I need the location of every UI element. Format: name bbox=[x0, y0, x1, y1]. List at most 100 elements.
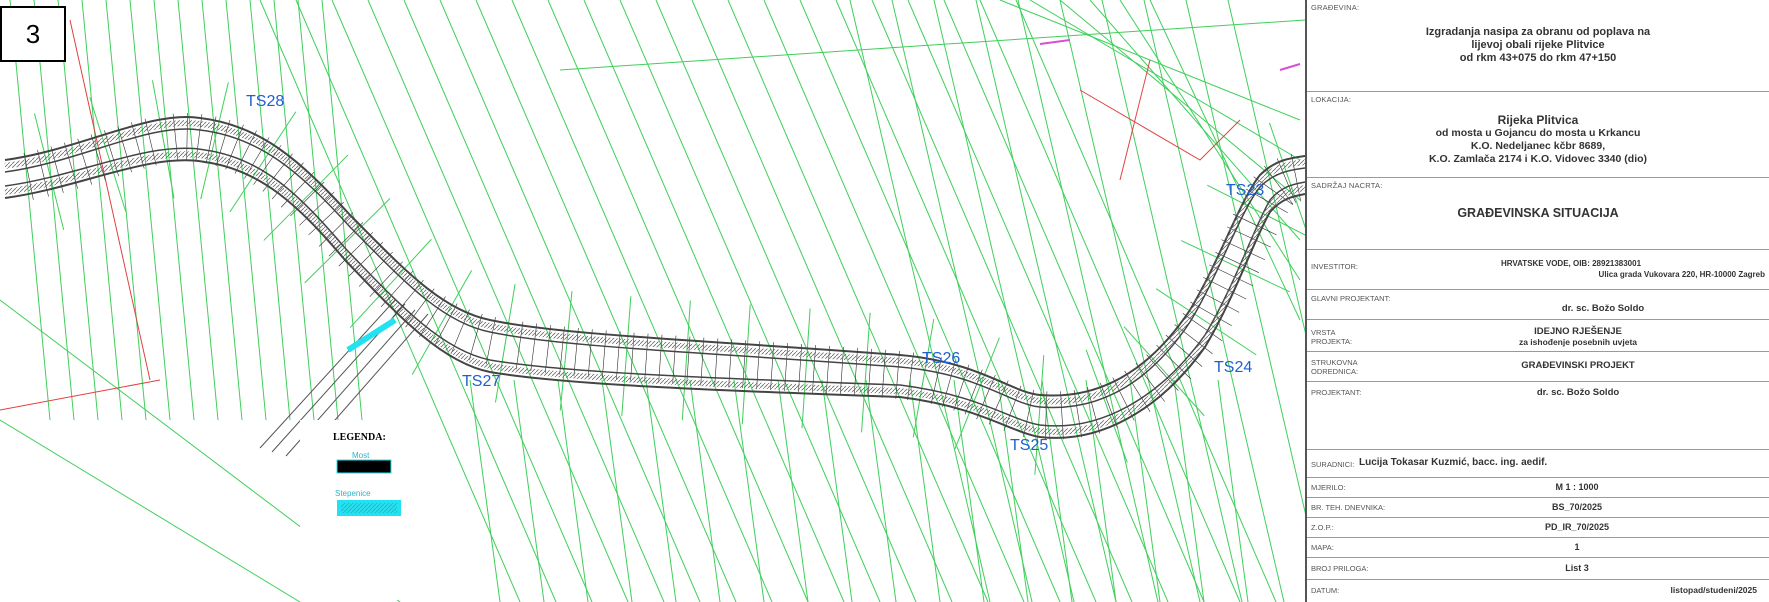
parcel-line bbox=[799, 0, 1061, 602]
parcel-line bbox=[367, 0, 629, 602]
legend-label-most: Most bbox=[352, 451, 370, 460]
parcel-line bbox=[1119, 0, 1301, 281]
parcel-line bbox=[1029, 0, 1301, 161]
parcel-line bbox=[1149, 0, 1301, 321]
parcel-line bbox=[1173, 379, 1205, 602]
glavni-projektant-label: GLAVNI PROJEKTANT: bbox=[1311, 294, 1391, 303]
parcel-line bbox=[933, 0, 1075, 602]
suradnici-label: SURADNICI: bbox=[1311, 460, 1355, 469]
profile-line bbox=[263, 154, 349, 241]
projektant-label: PROJEKTANT: bbox=[1311, 388, 1362, 397]
title-block-vrsta: VRSTA PROJEKTA: IDEJNO RJEŠENJE za ishođ… bbox=[1307, 320, 1769, 352]
vrsta-value: IDEJNO RJEŠENJE za ishođenje posebnih uv… bbox=[1397, 326, 1759, 348]
parcel-line bbox=[865, 379, 897, 602]
site-plan-map: TS28 TS27 TS26 TS25 TS24 TS23 LEGENDA: M… bbox=[0, 0, 1305, 602]
title-block-gradevina: GRAĐEVINA: Izgradanja nasipa za obranu o… bbox=[1307, 0, 1769, 92]
magenta-marks bbox=[1039, 39, 1301, 71]
parcel-line bbox=[439, 0, 701, 602]
vrsta-line-2: za ishođenje posebnih uvjeta bbox=[1518, 337, 1638, 347]
vrsta-label: VRSTA PROJEKTA: bbox=[1311, 328, 1352, 346]
title-row-value: PD_IR_70/2025 bbox=[1544, 522, 1610, 532]
parcel-line bbox=[777, 379, 809, 602]
sadrzaj-label: SADRŽAJ NACRTA: bbox=[1311, 181, 1383, 190]
title-row-value: 1 bbox=[1574, 542, 1580, 552]
section-label-ts23: TS23 bbox=[1226, 182, 1264, 199]
profile-line bbox=[349, 238, 432, 328]
parcel-line bbox=[619, 0, 881, 602]
legend: LEGENDA: Most Stepenice bbox=[300, 420, 420, 600]
profile-line bbox=[34, 113, 65, 231]
legend-label-stepenice: Stepenice bbox=[335, 489, 371, 498]
parcel-line bbox=[907, 0, 1169, 602]
cross-section-labels: TS28 TS27 TS26 TS25 TS24 TS23 bbox=[246, 93, 1264, 454]
parcel-line bbox=[331, 0, 593, 602]
parcel-line bbox=[655, 0, 917, 602]
strukovna-label-line-2: ODREDNICA: bbox=[1311, 367, 1359, 376]
profile-line bbox=[151, 80, 175, 199]
parcel-line bbox=[1143, 0, 1285, 602]
section-label-ts24: TS24 bbox=[1214, 359, 1252, 376]
section-label-ts28: TS28 bbox=[246, 93, 284, 110]
investitor-line-1: HRVATSKE VODE, OIB: 28921383001 bbox=[1500, 259, 1642, 268]
profile-line bbox=[1180, 240, 1290, 293]
lokacija-value: Rijeka Plitvica od mosta u Gojancu do mo… bbox=[1307, 114, 1769, 166]
parcel-line bbox=[763, 0, 1025, 602]
title-row-label: Z.O.P.: bbox=[1311, 523, 1334, 532]
title-row-value: List 3 bbox=[1565, 563, 1589, 573]
profile-line bbox=[861, 312, 871, 433]
map-background bbox=[0, 0, 1305, 602]
parcel-line bbox=[511, 0, 773, 602]
parcel-line bbox=[953, 379, 985, 602]
profile-line bbox=[1123, 326, 1205, 417]
gradevina-label: GRAĐEVINA: bbox=[1311, 3, 1360, 12]
parcel-line bbox=[249, 0, 291, 421]
parcel-line bbox=[547, 0, 809, 602]
stairs-marker bbox=[346, 317, 397, 353]
parcel-line bbox=[1017, 0, 1159, 602]
title-row-label: MAPA: bbox=[1311, 543, 1334, 552]
parcel-line bbox=[105, 0, 147, 421]
legend-title: LEGENDA: bbox=[333, 432, 386, 443]
profile-line bbox=[89, 97, 127, 212]
parcel-line bbox=[1041, 379, 1073, 602]
title-row-value: listopad/studeni/2025 bbox=[1670, 585, 1757, 595]
title-row-value: M 1 : 1000 bbox=[1555, 482, 1599, 492]
profile-line bbox=[912, 318, 935, 438]
parcel-line bbox=[557, 379, 589, 602]
investitor-value: HRVATSKE VODE, OIB: 28921383001 Ulica gr… bbox=[1377, 258, 1765, 280]
parcel-line bbox=[153, 0, 195, 421]
profile-line bbox=[229, 111, 297, 213]
parcel-line bbox=[891, 0, 1033, 602]
vrsta-line-1: IDEJNO RJEŠENJE bbox=[1534, 326, 1622, 337]
profile-line bbox=[1034, 355, 1045, 475]
parcel-line bbox=[475, 0, 737, 602]
parcel-line bbox=[513, 379, 545, 602]
profile-line bbox=[741, 304, 751, 425]
title-block-lokacija: LOKACIJA: Rijeka Plitvica od mosta u Goj… bbox=[1307, 92, 1769, 178]
gradevina-value: Izgradanja nasipa za obranu od poplava n… bbox=[1307, 26, 1769, 65]
cadastral-parcel-lines bbox=[0, 0, 1305, 602]
title-row: MJERILO: M 1 : 1000 bbox=[1307, 478, 1769, 498]
title-row: DATUM: listopad/studeni/2025 bbox=[1307, 580, 1769, 602]
profile-line bbox=[411, 270, 473, 375]
parcel-line bbox=[583, 0, 845, 602]
parcel-line bbox=[1217, 379, 1249, 602]
parcel-line bbox=[9, 0, 51, 421]
lokacija-line-1: Rijeka Plitvica bbox=[1497, 113, 1579, 127]
strukovna-value: GRAĐEVINSKI PROJEKT bbox=[1521, 360, 1635, 371]
gradevina-line-3: od rkm 43+075 do rkm 47+150 bbox=[1459, 52, 1617, 64]
vrsta-label-line-2: PROJEKTA: bbox=[1311, 337, 1353, 346]
parcel-line bbox=[1185, 0, 1305, 514]
title-row-label: BR. TEH. DNEVNIKA: bbox=[1311, 503, 1386, 512]
strukovna-label: STRUKOVNA ODREDNICA: bbox=[1311, 358, 1358, 376]
parcel-line bbox=[1129, 379, 1161, 602]
parcel-line bbox=[601, 379, 633, 602]
property-boundary bbox=[0, 19, 1241, 411]
parcel-line bbox=[33, 0, 75, 421]
parcel-line bbox=[81, 0, 123, 421]
parcel-line bbox=[129, 0, 171, 421]
parcel-line bbox=[1015, 0, 1277, 602]
profile-line bbox=[954, 337, 1000, 450]
parcel-line bbox=[1085, 379, 1117, 602]
